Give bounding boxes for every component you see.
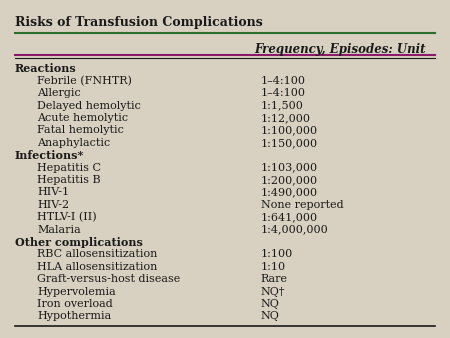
- Text: Anaphylactic: Anaphylactic: [37, 138, 110, 148]
- Text: Frequency, Episodes: Unit: Frequency, Episodes: Unit: [255, 43, 426, 56]
- Text: HTLV-I (II): HTLV-I (II): [37, 212, 97, 222]
- Text: Infections*: Infections*: [15, 150, 84, 161]
- Text: Delayed hemolytic: Delayed hemolytic: [37, 101, 141, 111]
- Text: 1:1,500: 1:1,500: [261, 101, 304, 111]
- Text: Iron overload: Iron overload: [37, 299, 113, 309]
- Text: 1:200,000: 1:200,000: [261, 175, 318, 185]
- Text: Febrile (FNHTR): Febrile (FNHTR): [37, 76, 132, 86]
- Text: NQ: NQ: [261, 312, 279, 321]
- Text: HIV-1: HIV-1: [37, 188, 69, 197]
- Text: HLA allosensitization: HLA allosensitization: [37, 262, 157, 272]
- Text: RBC allosensitization: RBC allosensitization: [37, 249, 157, 260]
- Text: Fatal hemolytic: Fatal hemolytic: [37, 125, 124, 136]
- Text: Hepatitis C: Hepatitis C: [37, 163, 101, 173]
- Text: 1:12,000: 1:12,000: [261, 113, 311, 123]
- Text: Malaria: Malaria: [37, 225, 81, 235]
- Text: Rare: Rare: [261, 274, 288, 284]
- Text: 1:10: 1:10: [261, 262, 286, 272]
- Text: 1:490,000: 1:490,000: [261, 188, 318, 197]
- Text: Allergic: Allergic: [37, 88, 81, 98]
- Text: Graft-versus-host disease: Graft-versus-host disease: [37, 274, 180, 284]
- Text: Hypothermia: Hypothermia: [37, 312, 112, 321]
- Text: NQ†: NQ†: [261, 287, 285, 297]
- Text: Other complications: Other complications: [15, 237, 143, 248]
- Text: 1:100,000: 1:100,000: [261, 125, 318, 136]
- Text: Hypervolemia: Hypervolemia: [37, 287, 116, 297]
- Text: 1–4:100: 1–4:100: [261, 88, 306, 98]
- Text: 1:150,000: 1:150,000: [261, 138, 318, 148]
- Text: Reactions: Reactions: [15, 64, 76, 74]
- Text: 1:641,000: 1:641,000: [261, 212, 318, 222]
- Text: NQ: NQ: [261, 299, 279, 309]
- Text: 1:4,000,000: 1:4,000,000: [261, 225, 328, 235]
- Text: 1:103,000: 1:103,000: [261, 163, 318, 173]
- Text: Acute hemolytic: Acute hemolytic: [37, 113, 128, 123]
- Text: HIV-2: HIV-2: [37, 200, 69, 210]
- Text: 1–4:100: 1–4:100: [261, 76, 306, 86]
- Text: Hepatitis B: Hepatitis B: [37, 175, 101, 185]
- Text: 1:100: 1:100: [261, 249, 293, 260]
- Text: Risks of Transfusion Complications: Risks of Transfusion Complications: [15, 17, 262, 29]
- Text: None reported: None reported: [261, 200, 343, 210]
